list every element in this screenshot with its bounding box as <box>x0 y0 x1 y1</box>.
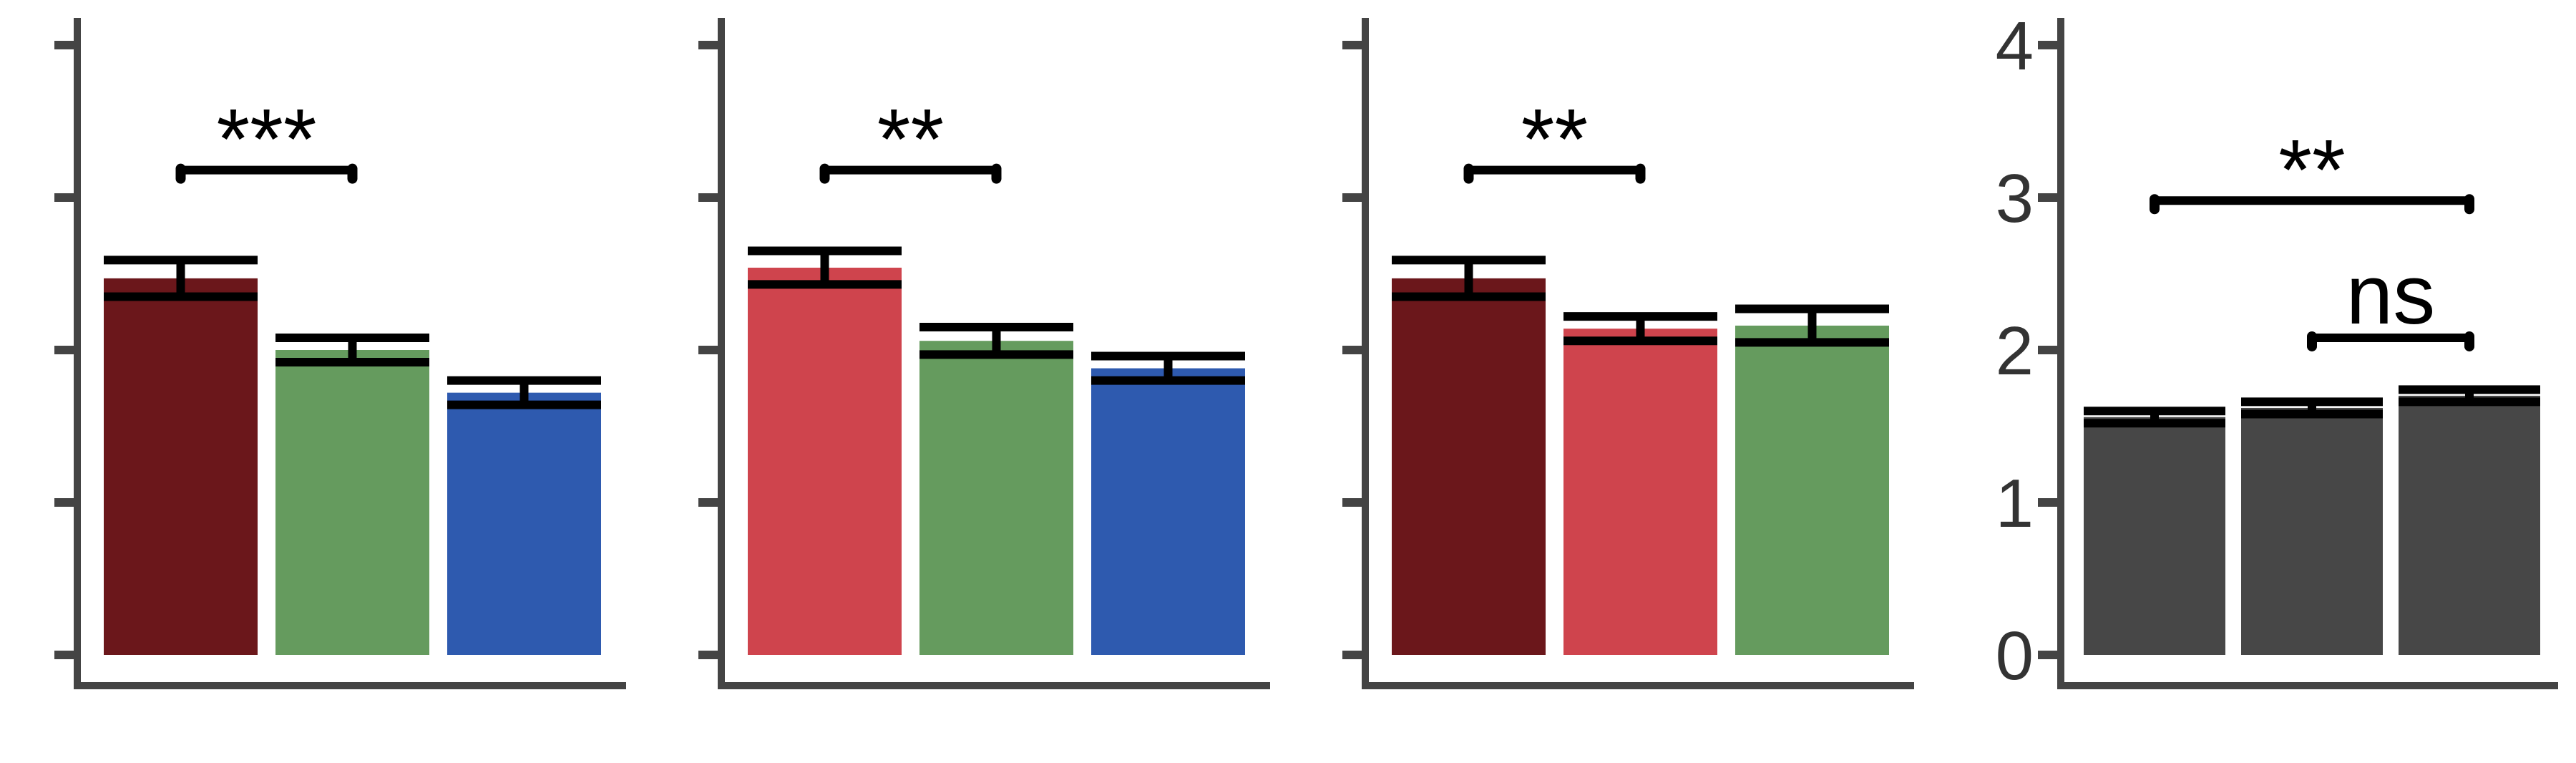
bar <box>104 278 258 655</box>
y-tick-label: 4 <box>1996 8 2034 84</box>
bar <box>1735 325 1889 655</box>
significance-bracket: ** <box>1463 92 1646 188</box>
panel-3: ** <box>1342 18 1914 689</box>
significance-label: ** <box>877 92 944 188</box>
bar <box>919 341 1073 655</box>
significance-label: ** <box>1521 92 1588 188</box>
significance-label: ** <box>2278 122 2345 218</box>
bar <box>275 350 429 655</box>
panel-4: 0 1 2 3 4 **ns <box>1996 8 2558 694</box>
error-bar <box>275 333 429 367</box>
significance-bracket: ** <box>2150 122 2474 218</box>
bar <box>1563 329 1717 655</box>
bar <box>2399 395 2540 655</box>
y-tick-label: 1 <box>1996 465 2034 542</box>
panel-2: ** <box>698 18 1270 689</box>
significance-label: ns <box>2346 248 2436 342</box>
significance-bracket: ** <box>819 92 1002 188</box>
error-bar <box>2084 407 2225 428</box>
significance-bracket: ns <box>2307 248 2474 351</box>
significance-label: *** <box>216 92 316 188</box>
bar <box>748 267 902 656</box>
y-tick-label: 3 <box>1996 160 2034 237</box>
error-bar <box>1735 304 1889 347</box>
error-bar <box>2399 385 2540 407</box>
y-tick-label: 2 <box>1996 313 2034 389</box>
significance-bracket: *** <box>175 92 358 188</box>
error-bar <box>104 256 258 301</box>
error-bar <box>1563 312 1717 346</box>
bar <box>1392 278 1546 655</box>
bar <box>1091 368 1245 655</box>
error-bar <box>1392 256 1546 301</box>
error-bar <box>2241 397 2383 419</box>
error-bar <box>447 376 601 409</box>
error-bar <box>919 323 1073 359</box>
bar <box>2084 417 2225 655</box>
y-tick-label: 0 <box>1996 618 2034 694</box>
bar <box>2241 407 2383 655</box>
error-bar <box>1091 351 1245 385</box>
panel-1: *** <box>54 18 626 689</box>
error-bar <box>748 246 902 289</box>
bar <box>447 392 601 655</box>
